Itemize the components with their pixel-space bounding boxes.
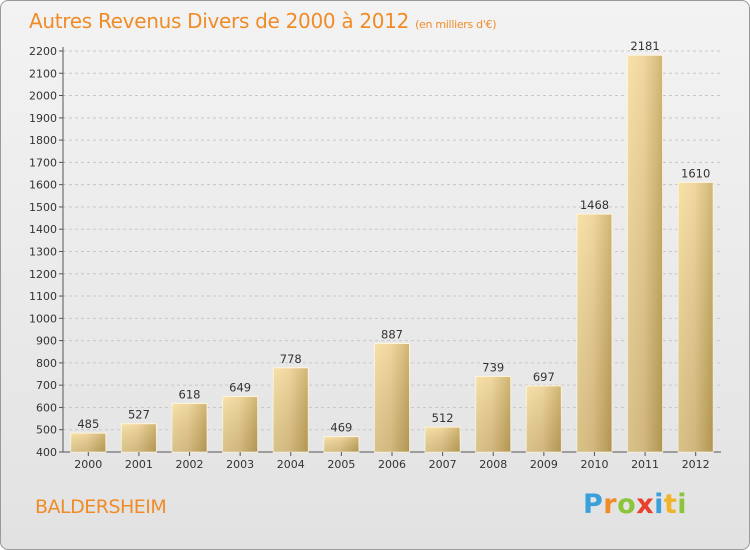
- logo-letter: x: [636, 489, 655, 520]
- x-tick-label: 2007: [429, 458, 457, 471]
- bar-shade: [425, 427, 461, 452]
- x-tick-label: 2010: [580, 458, 608, 471]
- bar-shade: [323, 436, 359, 452]
- x-tick-label: 2003: [226, 458, 254, 471]
- data-label: 485: [77, 417, 99, 431]
- data-label: 1610: [681, 166, 710, 180]
- bar-shade: [222, 396, 258, 452]
- data-label: 1468: [580, 198, 609, 212]
- y-tick-label: 400: [36, 446, 57, 459]
- bar-shade: [627, 55, 663, 452]
- data-labels: 485 527 618 649 778 469 887 512 739 697 1468 2181 16…: [77, 39, 710, 434]
- proxiti-logo: Proxiti: [583, 489, 687, 520]
- x-tick-label: 2009: [530, 458, 558, 471]
- bar-shade: [374, 343, 410, 452]
- x-tick-label: 2004: [277, 458, 305, 471]
- data-label: 649: [229, 381, 251, 395]
- y-tick-label: 2100: [29, 67, 57, 80]
- y-tick-label: 2000: [29, 90, 57, 103]
- x-tick-label: 2005: [327, 458, 355, 471]
- y-tick-label: 1700: [29, 156, 57, 169]
- data-label: 2181: [630, 39, 659, 53]
- logo-letter: P: [583, 489, 604, 520]
- x-tick-label: 2011: [631, 458, 659, 471]
- bar-shade: [678, 182, 714, 452]
- bar-shade: [475, 376, 511, 452]
- logo-letter: i: [654, 489, 664, 520]
- data-label: 512: [432, 411, 454, 425]
- y-tick-label: 1400: [29, 223, 57, 236]
- location-name: BALDERSHEIM: [35, 496, 167, 518]
- x-tick-label: 2000: [74, 458, 102, 471]
- x-tick-labels: 2000 2001 2002 2003 2004 2005 2006 2007 2008 2009…: [74, 452, 710, 471]
- logo-letter: i: [677, 489, 688, 520]
- bar-shade: [172, 403, 208, 452]
- data-label: 739: [482, 360, 504, 374]
- y-tick-label: 1300: [29, 246, 57, 259]
- bars: [70, 54, 714, 453]
- y-tick-label: 900: [36, 335, 57, 348]
- data-label: 778: [280, 352, 302, 366]
- chart-title-text: Autres Revenus Divers de 2000 à 2012: [29, 9, 410, 33]
- y-tick-label: 600: [36, 401, 57, 414]
- data-label: 527: [128, 408, 150, 422]
- y-tick-label: 1200: [29, 268, 57, 281]
- logo-letter: o: [617, 489, 637, 520]
- y-tick-label: 1600: [29, 179, 57, 192]
- data-label: 697: [533, 370, 555, 384]
- y-tick-label: 1800: [29, 134, 57, 147]
- y-tick-label: 500: [36, 424, 57, 437]
- chart-title: Autres Revenus Divers de 2000 à 2012 (en …: [29, 9, 497, 33]
- x-tick-label: 2006: [378, 458, 406, 471]
- y-tick-label: 1100: [29, 290, 57, 303]
- bar-shade: [121, 423, 157, 452]
- y-tick-label: 1900: [29, 112, 57, 125]
- bar-shade: [273, 367, 309, 452]
- y-tick-label: 1500: [29, 201, 57, 214]
- data-label: 887: [381, 328, 403, 342]
- y-tick-label: 800: [36, 357, 57, 370]
- y-tick-labels: 400 500 600 700 800 900 1000 1100 1200 1300 1400 15…: [29, 45, 63, 459]
- logo-letter: t: [663, 489, 678, 520]
- y-tick-label: 700: [36, 379, 57, 392]
- x-tick-label: 2001: [125, 458, 153, 471]
- x-tick-label: 2012: [682, 458, 710, 471]
- bar-shade: [576, 214, 612, 452]
- bar-shade: [70, 433, 106, 452]
- logo-letter: r: [603, 489, 618, 520]
- x-tick-label: 2008: [479, 458, 507, 471]
- y-tick-label: 2200: [29, 45, 57, 58]
- bar-shade: [526, 385, 562, 452]
- y-tick-label: 1000: [29, 312, 57, 325]
- data-label: 469: [330, 421, 352, 435]
- data-label: 618: [179, 387, 201, 401]
- x-tick-label: 2002: [176, 458, 204, 471]
- chart-subtitle: (en milliers d'€): [415, 18, 497, 31]
